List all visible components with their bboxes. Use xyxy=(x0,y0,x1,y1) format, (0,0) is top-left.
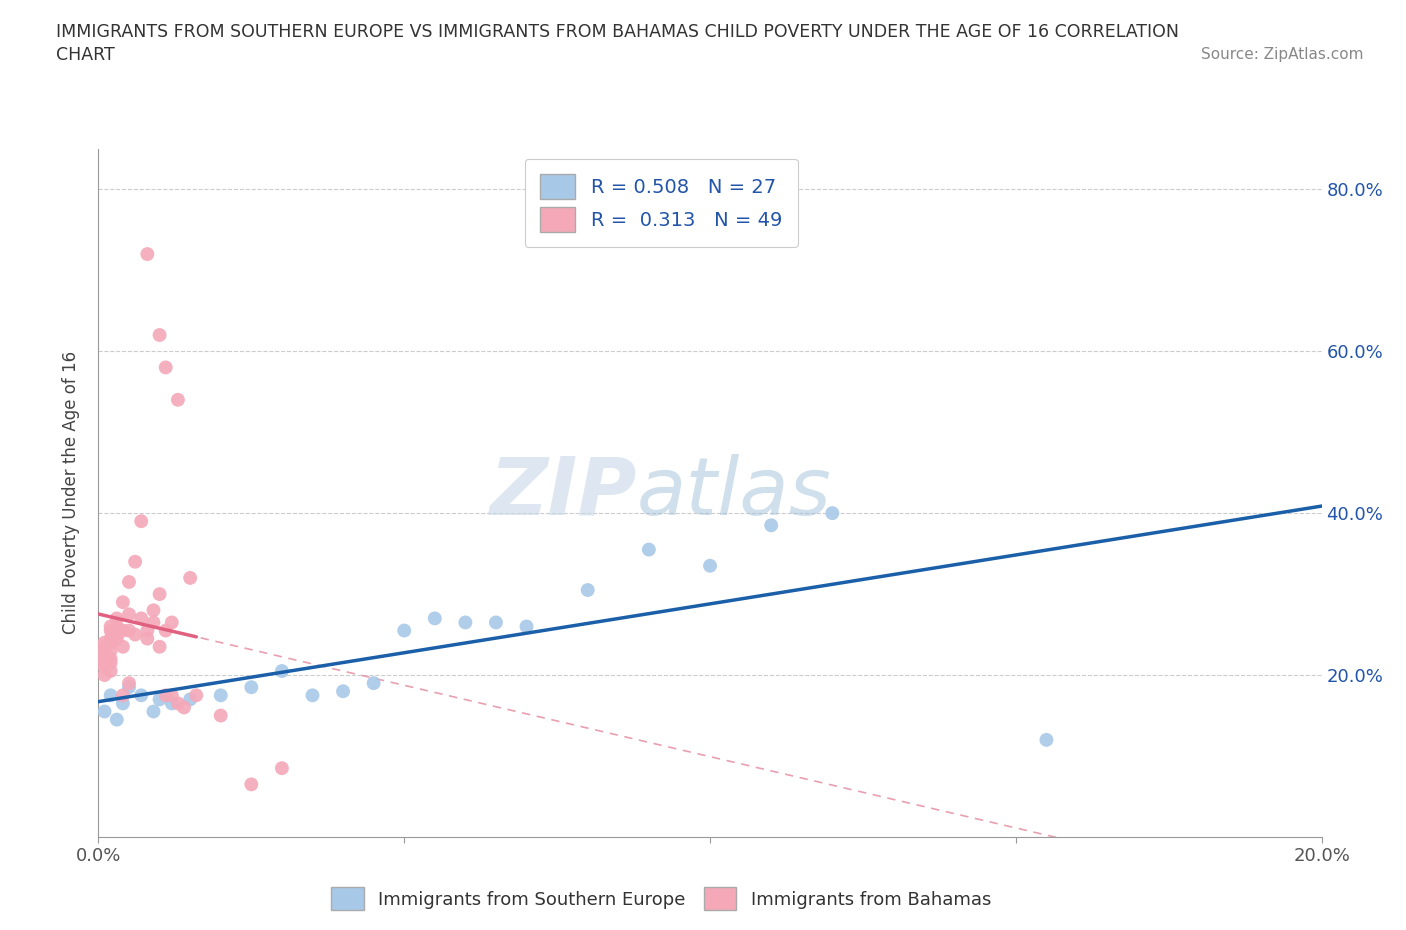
Point xyxy=(363,676,385,691)
Point xyxy=(142,704,165,719)
Point xyxy=(160,688,183,703)
Point xyxy=(111,623,134,638)
Point xyxy=(392,623,416,638)
Point xyxy=(149,692,172,707)
Legend: Immigrants from Southern Europe, Immigrants from Bahamas: Immigrants from Southern Europe, Immigra… xyxy=(323,880,998,917)
Point xyxy=(155,360,177,375)
Point xyxy=(111,595,134,610)
Point xyxy=(136,631,159,646)
Point xyxy=(100,635,122,650)
Point xyxy=(179,692,201,707)
Point xyxy=(209,708,232,723)
Point xyxy=(160,696,183,711)
Text: IMMIGRANTS FROM SOUTHERN EUROPE VS IMMIGRANTS FROM BAHAMAS CHILD POVERTY UNDER T: IMMIGRANTS FROM SOUTHERN EUROPE VS IMMIG… xyxy=(56,23,1180,41)
Point xyxy=(1035,733,1057,748)
Point xyxy=(129,688,152,703)
Point xyxy=(149,327,172,342)
Text: atlas: atlas xyxy=(637,454,831,532)
Point xyxy=(100,688,122,703)
Point xyxy=(93,704,115,719)
Point xyxy=(93,659,115,674)
Point xyxy=(118,607,141,622)
Point xyxy=(240,777,263,791)
Point xyxy=(155,688,177,703)
Point xyxy=(637,542,661,557)
Point xyxy=(209,688,232,703)
Point xyxy=(124,627,146,642)
Point xyxy=(759,518,782,533)
Point xyxy=(93,635,115,650)
Point xyxy=(118,676,141,691)
Point xyxy=(301,688,323,703)
Point xyxy=(93,651,115,666)
Point xyxy=(423,611,446,626)
Point xyxy=(821,506,844,521)
Point xyxy=(160,615,183,630)
Point xyxy=(111,639,134,654)
Point xyxy=(124,554,146,569)
Point xyxy=(167,392,190,407)
Text: ZIP: ZIP xyxy=(489,454,637,532)
Point xyxy=(93,656,115,671)
Point xyxy=(136,623,159,638)
Point xyxy=(454,615,477,630)
Point xyxy=(93,639,115,654)
Point xyxy=(100,644,122,658)
Point xyxy=(100,619,122,634)
Point xyxy=(118,575,141,590)
Point xyxy=(167,696,190,711)
Point xyxy=(186,688,208,703)
Point xyxy=(118,680,141,695)
Point xyxy=(100,651,122,666)
Point xyxy=(105,627,128,642)
Point xyxy=(105,712,128,727)
Point xyxy=(93,644,115,658)
Point xyxy=(516,619,538,634)
Point xyxy=(136,246,159,261)
Point xyxy=(100,631,122,646)
Point xyxy=(149,639,172,654)
Point xyxy=(105,611,128,626)
Point xyxy=(485,615,508,630)
Point xyxy=(105,619,128,634)
Point xyxy=(155,623,177,638)
Y-axis label: Child Poverty Under the Age of 16: Child Poverty Under the Age of 16 xyxy=(62,352,80,634)
Point xyxy=(100,623,122,638)
Point xyxy=(332,684,354,698)
Point xyxy=(699,558,721,573)
Text: CHART: CHART xyxy=(56,46,115,64)
Point xyxy=(129,611,152,626)
Point xyxy=(93,647,115,662)
Point xyxy=(111,688,134,703)
Point xyxy=(270,664,292,679)
Point xyxy=(576,582,599,597)
Point xyxy=(93,668,115,683)
Point xyxy=(173,700,195,715)
Point xyxy=(118,623,141,638)
Point xyxy=(105,631,128,646)
Point xyxy=(129,513,152,528)
Point xyxy=(100,664,122,679)
Text: Source: ZipAtlas.com: Source: ZipAtlas.com xyxy=(1201,46,1364,61)
Point xyxy=(142,615,165,630)
Point xyxy=(179,570,201,585)
Point xyxy=(111,696,134,711)
Point xyxy=(100,656,122,671)
Point xyxy=(240,680,263,695)
Point xyxy=(142,603,165,618)
Point xyxy=(270,761,292,776)
Point xyxy=(149,587,172,602)
